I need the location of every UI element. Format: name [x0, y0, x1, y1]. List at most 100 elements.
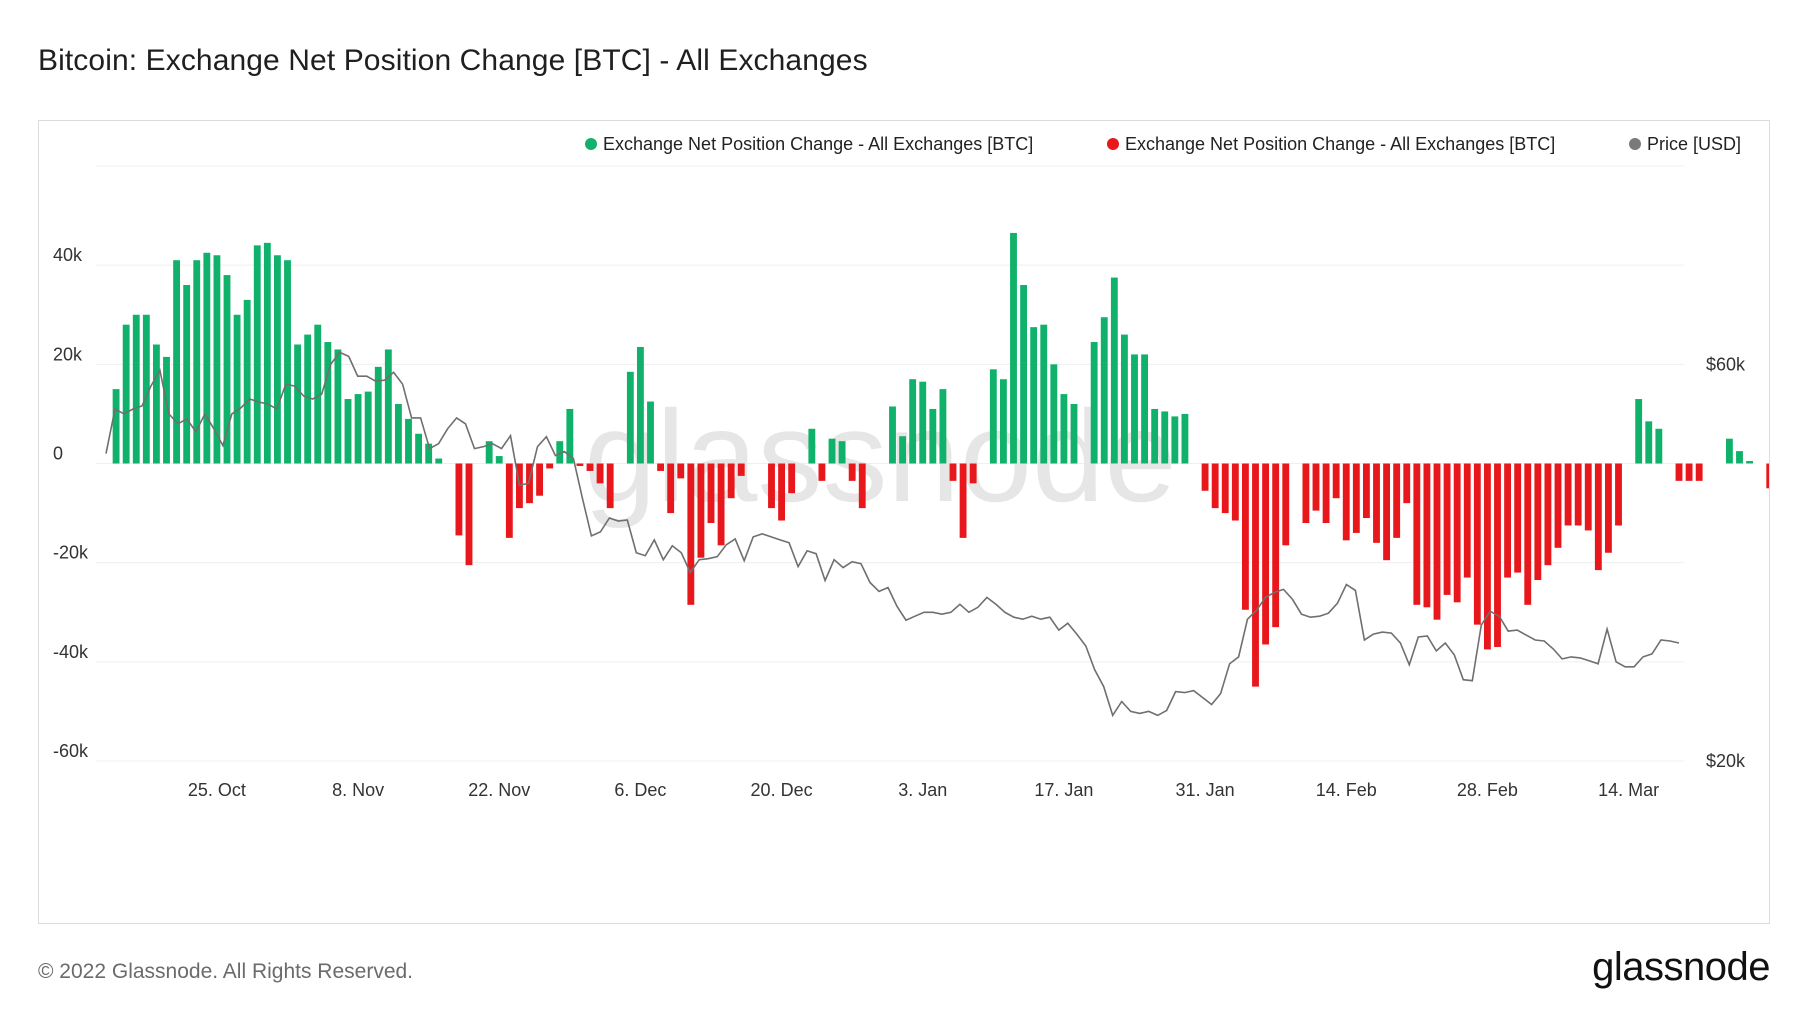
bar [1544, 463, 1552, 566]
bar [314, 324, 322, 464]
bar [122, 324, 130, 464]
bar [1554, 463, 1562, 548]
bar [909, 379, 917, 464]
bar [697, 463, 705, 558]
bar [949, 463, 957, 481]
y-axis-left: 40k 20k 0 -20k -40k -60k [53, 245, 89, 761]
bar [1504, 463, 1512, 578]
bar [163, 356, 170, 464]
bar [203, 252, 211, 464]
bar [263, 242, 271, 464]
bar [606, 463, 614, 509]
bar [324, 342, 332, 464]
bar [485, 441, 493, 464]
bar [1473, 463, 1481, 625]
legend[interactable]: Exchange Net Position Change - All Excha… [585, 134, 1741, 154]
bar [1574, 463, 1582, 526]
bar [142, 314, 150, 464]
bar [1070, 404, 1078, 464]
bar [1675, 463, 1683, 481]
bar [1393, 463, 1401, 538]
bar [1483, 463, 1491, 650]
bar [1131, 354, 1138, 464]
copyright-text: © 2022 Glassnode. All Rights Reserved. [38, 960, 414, 983]
bar [737, 463, 745, 476]
x-tick-label: 8. Nov [332, 780, 384, 800]
legend-label: Price [USD] [1647, 134, 1741, 154]
bar [556, 441, 564, 464]
legend-item[interactable]: Exchange Net Position Change - All Excha… [1107, 134, 1555, 154]
bar [465, 463, 473, 566]
bar [1413, 463, 1421, 605]
bar [1151, 408, 1159, 464]
bar [1746, 461, 1754, 464]
bar [243, 299, 251, 464]
bar [1020, 285, 1028, 464]
bar [112, 389, 120, 464]
bar [1615, 463, 1622, 526]
bar [1635, 399, 1643, 464]
bar [536, 463, 544, 496]
bar [1604, 463, 1612, 553]
bar [152, 344, 160, 464]
bar [626, 371, 634, 464]
legend-label: Exchange Net Position Change - All Excha… [603, 134, 1033, 154]
bar [576, 463, 584, 466]
bar [1373, 463, 1380, 543]
watermark-logo: glassnode [584, 383, 1177, 529]
bar [1181, 413, 1189, 464]
y-tick-label: 40k [53, 245, 83, 265]
bar [1050, 364, 1058, 464]
x-axis: 25. Oct 8. Nov 22. Nov 6. Dec 20. Dec 3. Jan 1… [188, 780, 1659, 800]
bar [687, 463, 695, 605]
bar [1090, 342, 1098, 464]
bar [394, 404, 402, 464]
bar [1110, 277, 1118, 464]
bar [1655, 428, 1663, 464]
bar [455, 463, 463, 536]
bar [1685, 463, 1693, 481]
bar [1736, 451, 1743, 464]
bar [1302, 463, 1310, 523]
bar [1010, 232, 1017, 464]
bar [636, 346, 644, 464]
bar [1524, 463, 1532, 605]
x-tick-label: 25. Oct [188, 780, 246, 800]
bar [284, 260, 291, 464]
bar [1403, 463, 1411, 504]
bar [1030, 327, 1038, 464]
legend-item[interactable]: Exchange Net Position Change - All Excha… [585, 134, 1033, 154]
bar [1423, 463, 1431, 608]
bar [405, 418, 412, 464]
bar [899, 436, 907, 464]
bar [304, 334, 312, 464]
x-tick-label: 31. Jan [1176, 780, 1235, 800]
chart-frame: glassnode 40k 20k 0 -20k -40k -60k $60k $20k 2… [38, 120, 1770, 924]
bar [959, 463, 967, 538]
page-title: Bitcoin: Exchange Net Position Change [B… [38, 44, 868, 77]
bar [566, 408, 574, 464]
x-tick-label: 17. Jan [1034, 780, 1093, 800]
bar [788, 463, 796, 494]
bar [707, 463, 715, 523]
bar [969, 463, 977, 484]
bar [768, 463, 775, 509]
x-tick-label: 14. Feb [1316, 780, 1377, 800]
legend-item[interactable]: Price [USD] [1629, 134, 1741, 154]
x-tick-label: 14. Mar [1598, 780, 1659, 800]
bar [1725, 438, 1733, 464]
y-right-tick-label: $60k [1706, 354, 1746, 374]
bar [384, 349, 392, 464]
bar [526, 463, 533, 504]
bar [415, 433, 423, 464]
bar [505, 463, 513, 538]
legend-label: Exchange Net Position Change - All Excha… [1125, 134, 1555, 154]
bar [1262, 463, 1270, 645]
bar [364, 391, 372, 464]
bar [1161, 411, 1169, 464]
bar [818, 463, 826, 481]
bar [1594, 463, 1602, 571]
bar [1221, 463, 1229, 514]
legend-marker [585, 138, 597, 150]
bar [1272, 463, 1280, 628]
